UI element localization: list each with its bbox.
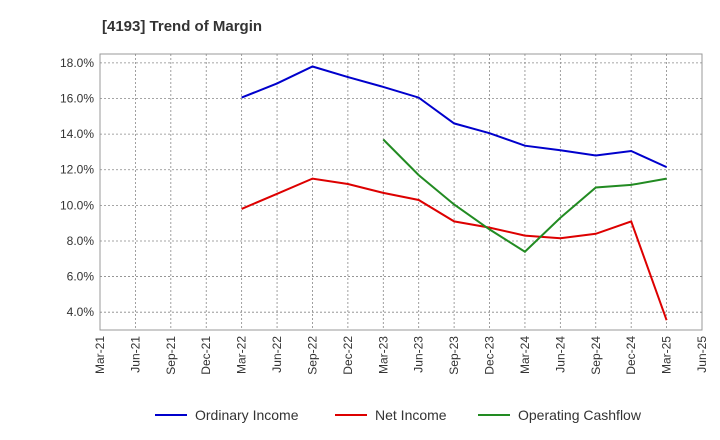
y-axis: 4.0% 6.0% 8.0% 10.0% 12.0% 14.0% 16.0% 18.0% <box>60 56 94 319</box>
y-tick-label: 4.0% <box>67 305 95 319</box>
series-layer <box>241 65 668 321</box>
x-tick-label: Dec-21 <box>199 336 213 375</box>
x-tick-label: Sep-22 <box>305 336 319 375</box>
x-tick-label: Mar-22 <box>235 336 249 374</box>
x-tick-label: Jun-22 <box>270 336 284 373</box>
legend: Ordinary Income Net Income Operating Cashf… <box>155 407 642 423</box>
x-tick-label: Dec-24 <box>624 336 638 375</box>
legend-label-net-income: Net Income <box>375 407 447 423</box>
plot-frame <box>99 53 703 331</box>
x-tick-label: Jun-25 <box>695 336 709 373</box>
y-tick-label: 16.0% <box>60 92 94 106</box>
y-tick-label: 14.0% <box>60 127 94 141</box>
y-tick-label: 8.0% <box>67 234 95 248</box>
y-tick-label: 6.0% <box>67 270 95 284</box>
y-tick-label: 18.0% <box>60 56 94 70</box>
x-axis: Mar-21 Jun-21 Sep-21 Dec-21 Mar-22 Jun-22 Sep-… <box>93 336 709 375</box>
y-tick-label: 10.0% <box>60 198 94 212</box>
x-tick-label: Mar-25 <box>660 336 674 374</box>
plot-area <box>99 53 703 331</box>
legend-label-operating-cashflow: Operating Cashflow <box>518 407 642 423</box>
y-tick-label: 12.0% <box>60 163 94 177</box>
legend-label-ordinary-income: Ordinary Income <box>195 407 299 423</box>
x-tick-label: Dec-22 <box>341 336 355 375</box>
x-tick-label: Mar-24 <box>518 336 532 374</box>
x-tick-label: Sep-21 <box>164 336 178 375</box>
series-line-operating-cashflow <box>382 138 667 253</box>
x-tick-label: Jun-24 <box>553 336 567 373</box>
x-tick-label: Dec-23 <box>483 336 497 375</box>
x-tick-label: Jun-21 <box>128 336 142 373</box>
series-line-ordinary-income <box>241 65 668 169</box>
chart-title: [4193] Trend of Margin <box>102 18 262 35</box>
x-tick-label: Sep-23 <box>447 336 461 375</box>
x-tick-label: Jun-23 <box>412 336 426 373</box>
x-tick-label: Sep-24 <box>589 336 603 375</box>
series-line-net-income <box>241 177 668 321</box>
x-tick-label: Mar-21 <box>93 336 107 374</box>
x-tick-label: Mar-23 <box>376 336 390 374</box>
